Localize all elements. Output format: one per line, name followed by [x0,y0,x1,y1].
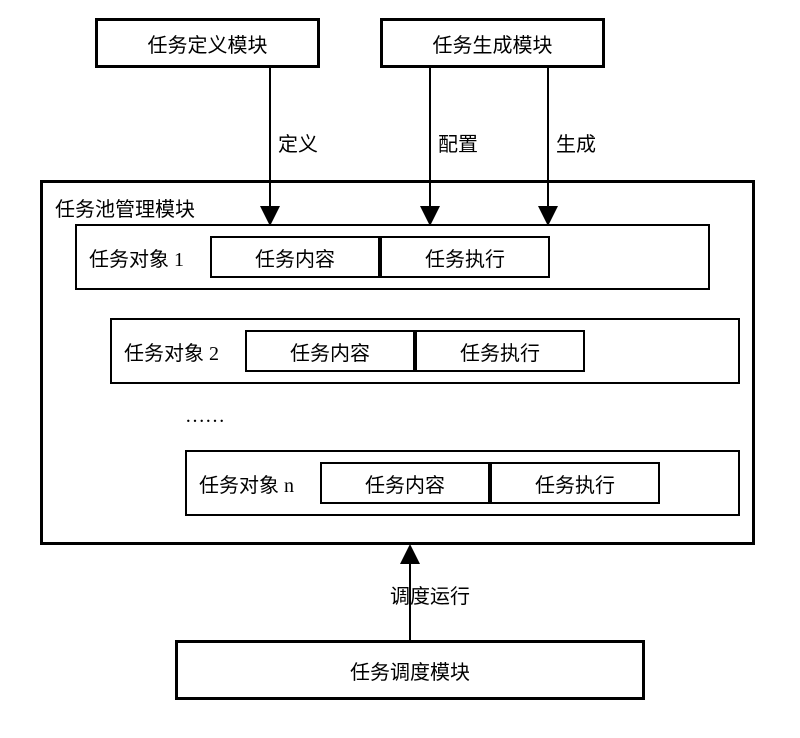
objn-exec-label: 任务执行 [535,469,615,498]
obj1-content-box: 任务内容 [210,236,380,278]
obj2-exec-label: 任务执行 [460,337,540,366]
def-module-label: 任务定义模块 [148,29,268,58]
obj1-content-label: 任务内容 [255,243,335,272]
gen-module-label: 任务生成模块 [433,29,553,58]
obj2-content-label: 任务内容 [290,337,370,366]
gen-module-box: 任务生成模块 [380,18,605,68]
edge-label-generate: 生成 [556,128,596,157]
objn-content-label: 任务内容 [365,469,445,498]
obj2-content-box: 任务内容 [245,330,415,372]
sched-module-label: 任务调度模块 [350,656,470,685]
edge-label-schedule: 调度运行 [390,580,470,609]
objn-content-box: 任务内容 [320,462,490,504]
objn-label: 任务对象 n [199,469,294,498]
def-module-box: 任务定义模块 [95,18,320,68]
sched-module-box: 任务调度模块 [175,640,645,700]
pool-module-label: 任务池管理模块 [55,193,195,222]
ellipsis: …… [185,405,225,428]
obj1-exec-box: 任务执行 [380,236,550,278]
obj2-exec-box: 任务执行 [415,330,585,372]
obj2-label: 任务对象 2 [124,337,219,366]
obj1-label: 任务对象 1 [89,243,184,272]
edge-label-config: 配置 [438,128,478,157]
edge-label-define: 定义 [278,128,318,157]
obj1-exec-label: 任务执行 [425,243,505,272]
objn-exec-box: 任务执行 [490,462,660,504]
